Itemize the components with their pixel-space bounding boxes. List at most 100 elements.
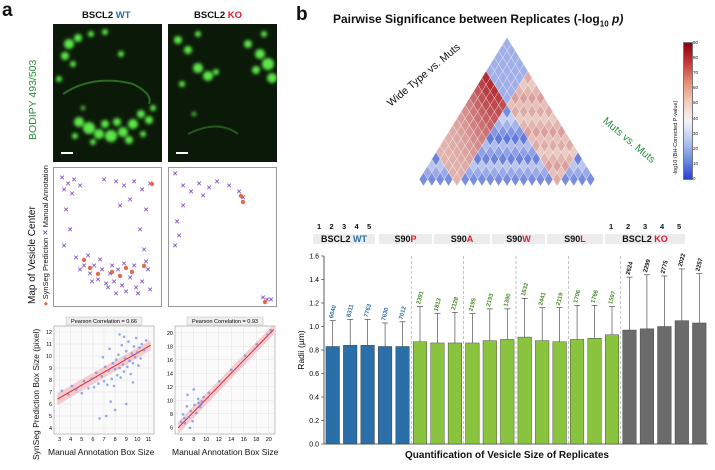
replicate-number: 5 bbox=[677, 222, 682, 231]
prediction-mark bbox=[141, 263, 147, 269]
manual-annotation-mark: ✕ bbox=[77, 266, 83, 274]
scatter-point bbox=[97, 382, 100, 385]
manual-annotation-mark: ✕ bbox=[97, 256, 103, 264]
manual-annotation-mark: ✕ bbox=[145, 266, 151, 274]
scatter-point bbox=[118, 366, 121, 370]
y-tick-label: 14 bbox=[167, 371, 173, 377]
count-label: 2119 bbox=[556, 291, 565, 306]
bar bbox=[552, 341, 567, 445]
bar bbox=[343, 345, 358, 445]
bar bbox=[692, 322, 707, 445]
prediction-mark bbox=[81, 257, 87, 263]
manual-annotation-mark: ✕ bbox=[61, 186, 67, 194]
scatter-point bbox=[123, 357, 127, 360]
group-prefix: BSCL2 bbox=[622, 234, 655, 244]
scatter-point bbox=[197, 401, 201, 405]
manual-annotation-mark: ✕ bbox=[214, 178, 220, 186]
manual-annotation-mark: ✕ bbox=[111, 278, 117, 286]
correlation-title: Pearson Correlation = 0.66 bbox=[71, 319, 137, 325]
replicate-number: 5 bbox=[367, 222, 372, 231]
manual-annotation-mark: ✕ bbox=[127, 196, 133, 204]
manual-annotation-mark: ✕ bbox=[264, 296, 270, 304]
scatter-point bbox=[117, 353, 120, 357]
bar bbox=[482, 340, 497, 445]
scatter-point bbox=[243, 354, 247, 357]
group-prefix: BSCL2 bbox=[320, 234, 353, 244]
ko-vesicle-map: ✕✕✕✕✕✕✕ ✕✕✕✕✕✕✕✕✕✕ bbox=[168, 167, 277, 307]
scatter-point bbox=[94, 371, 98, 375]
manual-annotation-mark: ✕ bbox=[127, 274, 133, 282]
x-tick-label: 12 bbox=[216, 437, 222, 443]
scatter-point bbox=[113, 367, 117, 371]
scatter-point bbox=[229, 368, 233, 372]
group-suffix: A bbox=[466, 234, 474, 244]
bar bbox=[622, 329, 637, 445]
manual-annotation-mark: ✕ bbox=[73, 254, 79, 262]
scatter-point bbox=[74, 388, 78, 391]
manual-annotation-mark: ✕ bbox=[77, 182, 83, 190]
replicate-number: 2 bbox=[626, 222, 631, 231]
manual-annotation-mark: ✕ bbox=[121, 182, 127, 190]
prediction-mark bbox=[129, 269, 135, 275]
prediction-mark bbox=[262, 299, 268, 305]
scatter-point bbox=[193, 403, 196, 407]
manual-annotation-mark: ✕ bbox=[113, 290, 119, 298]
manual-annotation-mark: ✕ bbox=[176, 232, 182, 240]
replicate-number: 1 bbox=[609, 222, 614, 231]
y-tick-label: 20 bbox=[167, 331, 173, 337]
manual-annotation-mark: ✕ bbox=[260, 294, 266, 302]
ko-micrograph bbox=[168, 24, 277, 162]
bar bbox=[465, 342, 480, 445]
x-tick-label: 10 bbox=[203, 437, 209, 443]
scatter-point bbox=[269, 328, 272, 332]
scatter-point bbox=[129, 372, 132, 376]
manual-annotation-mark: ✕ bbox=[89, 278, 95, 286]
scatter-point bbox=[113, 408, 117, 412]
count-label: 1632 bbox=[521, 282, 530, 297]
y-tick-label: 18 bbox=[167, 344, 173, 350]
count-label: 2391 bbox=[416, 290, 425, 305]
manual-annotation-mark: ✕ bbox=[123, 288, 129, 296]
prediction-mark bbox=[123, 265, 129, 271]
heatmap-title: Pairwise Significance between Replicates… bbox=[333, 12, 623, 28]
manual-annotation-mark: ✕ bbox=[101, 176, 107, 184]
scatter-point bbox=[138, 346, 141, 349]
manual-annotation-mark: ✕ bbox=[180, 202, 186, 210]
x-tick-label: 6 bbox=[91, 437, 94, 443]
y-tick-label: 7 bbox=[49, 390, 52, 396]
scatter-point bbox=[132, 345, 136, 348]
manual-annotation-mark: ✕ bbox=[180, 182, 186, 190]
colorbar bbox=[683, 42, 693, 180]
scatter-point bbox=[137, 364, 140, 367]
heatmap-title-main: Pairwise Significance between Replicates… bbox=[333, 12, 600, 26]
manual-annotation-mark: ✕ bbox=[206, 184, 212, 192]
manual-annotation-mark: ✕ bbox=[81, 262, 87, 270]
scatter-point bbox=[218, 380, 221, 383]
manual-annotation-mark: ✕ bbox=[226, 182, 232, 190]
x-tick-label: 11 bbox=[146, 437, 152, 443]
wt-micrograph bbox=[53, 24, 162, 162]
group-label: S90P bbox=[379, 234, 432, 244]
bar-chart-xlabel: Quantification of Vesicle Size of Replic… bbox=[405, 450, 609, 461]
manual-annotation-mark: ✕ bbox=[196, 180, 202, 188]
replicate-number: 3 bbox=[643, 222, 648, 231]
manual-annotation-mark: ✕ bbox=[188, 188, 194, 196]
count-label: 8311 bbox=[346, 303, 355, 318]
prediction-mark bbox=[95, 271, 101, 277]
x-tick-label: 3 bbox=[58, 437, 61, 443]
count-label: 1597 bbox=[608, 290, 617, 305]
scatter-point bbox=[104, 414, 108, 418]
colorbar-ticks: 90 80 70 60 50 40 30 20 10 0 bbox=[693, 40, 709, 181]
scatter-point bbox=[124, 349, 128, 353]
wt-title: BSCL2 WT bbox=[82, 10, 131, 21]
scatter-point bbox=[92, 385, 96, 389]
x-tick-label: 5 bbox=[80, 437, 83, 443]
x-tick-label: 16 bbox=[241, 437, 247, 443]
manual-annotation-mark: ✕ bbox=[67, 226, 73, 234]
manual-annotation-mark: ✕ bbox=[240, 194, 246, 202]
group-suffix: WT bbox=[353, 234, 367, 244]
bar bbox=[360, 345, 375, 445]
manual-annotation-mark: ✕ bbox=[143, 206, 149, 214]
x-tick-label: 4 bbox=[69, 437, 72, 443]
scatter-point bbox=[185, 405, 189, 408]
